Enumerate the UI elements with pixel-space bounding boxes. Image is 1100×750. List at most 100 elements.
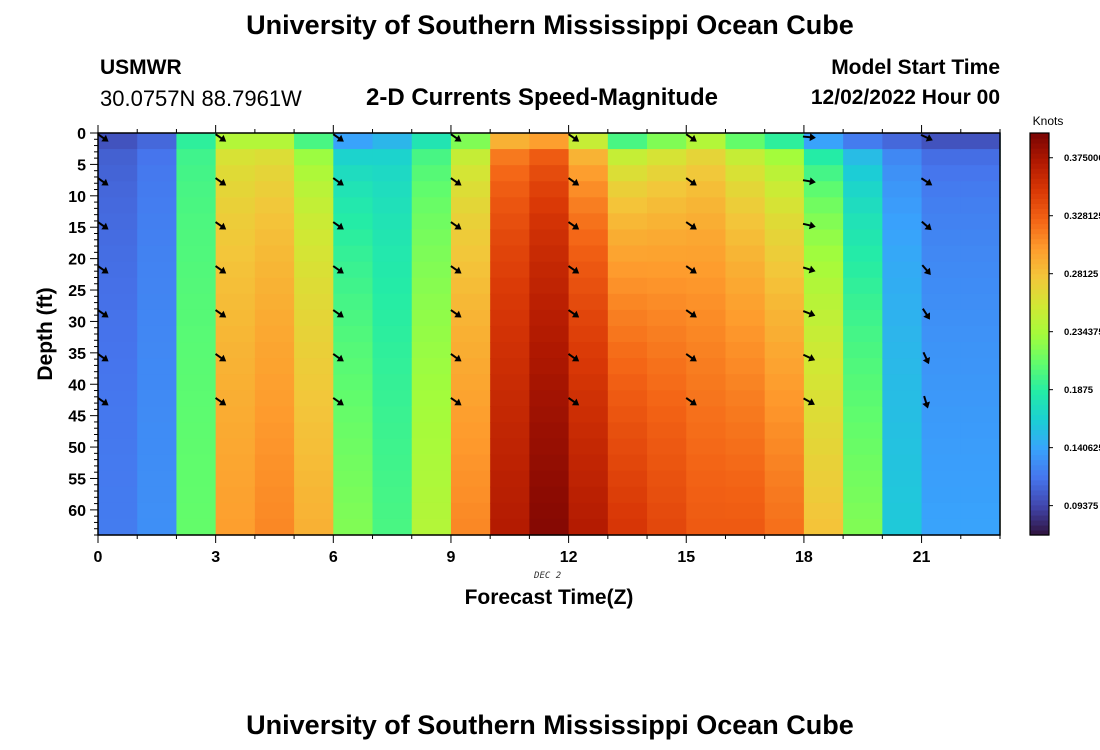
arrow-head <box>336 222 344 230</box>
heatmap-cell <box>411 245 452 263</box>
heatmap-cell <box>98 261 138 279</box>
heatmap-cell <box>411 181 452 198</box>
arrow-head <box>922 401 930 409</box>
heatmap-cell <box>607 374 648 391</box>
heatmap-cell <box>137 325 178 343</box>
heatmap-cell <box>843 245 883 263</box>
heatmap-cell <box>725 197 766 214</box>
heatmap-cell <box>529 197 570 214</box>
current-arrow <box>922 395 930 409</box>
heatmap-cell <box>490 229 530 247</box>
heatmap-cell <box>843 502 883 520</box>
heatmap-cell <box>960 470 1001 488</box>
heatmap-cell <box>647 502 687 520</box>
heatmap-cell <box>607 454 648 472</box>
heatmap-cell <box>568 149 609 166</box>
heatmap-cell <box>686 454 727 472</box>
heatmap-cell <box>294 486 334 504</box>
station-coordinates: 30.0757N 88.7961W <box>100 86 302 111</box>
colorbar-segment <box>1030 303 1049 310</box>
heatmap-cell <box>686 165 727 182</box>
heatmap-cell <box>960 261 1001 279</box>
heatmap-cell <box>490 454 530 472</box>
arrow-head <box>922 356 931 365</box>
heatmap-cell <box>921 518 962 536</box>
heatmap-cell <box>529 454 570 472</box>
heatmap-cell <box>529 293 570 311</box>
colorbar-segment <box>1030 158 1049 164</box>
heatmap-cell <box>647 261 687 279</box>
heatmap-cell <box>686 374 727 391</box>
y-tick-label: 5 <box>77 157 86 174</box>
heatmap-cell <box>176 245 217 263</box>
heatmap-cell <box>921 245 962 263</box>
colorbar-segment <box>1030 489 1049 496</box>
heatmap-cell <box>372 470 413 488</box>
heatmap-cell <box>98 470 138 488</box>
heatmap-cell <box>215 470 256 488</box>
current-arrow <box>450 221 462 230</box>
heatmap-cell <box>294 181 334 198</box>
heatmap-cell <box>607 133 648 150</box>
heatmap-cell <box>764 261 805 279</box>
heatmap-cell <box>647 470 687 488</box>
heatmap-cell <box>98 390 138 407</box>
colorbar-segment <box>1030 313 1049 320</box>
heatmap-cell <box>607 181 648 198</box>
heatmap-cell <box>372 213 413 231</box>
heatmap-cell <box>568 245 609 263</box>
y-tick-label: 15 <box>68 220 86 237</box>
heatmap-cell <box>372 502 413 520</box>
heatmap-cell <box>490 502 530 520</box>
colorbar-segment <box>1030 524 1049 531</box>
heatmap-cell <box>254 518 295 536</box>
heatmap-cell <box>254 325 295 343</box>
heatmap-cell <box>450 213 491 231</box>
heatmap-cell <box>843 133 883 150</box>
heatmap-cell <box>725 165 766 182</box>
colorbar-segment <box>1030 243 1049 250</box>
heatmap-cell <box>411 149 452 166</box>
heatmap-cell <box>882 438 923 456</box>
heatmap-cell <box>607 149 648 166</box>
colorbar-segment <box>1030 248 1049 255</box>
heatmap-cell <box>568 229 609 247</box>
heatmap-cell <box>411 277 452 295</box>
colorbar-segment <box>1030 494 1049 501</box>
heatmap-cell <box>921 470 962 488</box>
heatmap-cell <box>254 293 295 311</box>
heatmap-cell <box>450 261 491 279</box>
heatmap-cell <box>921 213 962 231</box>
heatmap-cell <box>176 438 217 456</box>
heatmap-cell <box>294 229 334 247</box>
heatmap-cell <box>254 422 295 440</box>
arrow-head <box>454 178 462 186</box>
heatmap-cell <box>882 406 923 424</box>
heatmap-cell <box>98 197 138 214</box>
heatmap-cell <box>529 342 570 359</box>
heatmap-cell <box>568 358 609 375</box>
heatmap-cell <box>215 518 256 536</box>
heatmap-cell <box>176 197 217 214</box>
heatmap-cell <box>647 454 687 472</box>
heatmap-cell <box>843 197 883 214</box>
heatmap-cell <box>607 358 648 375</box>
heatmap-cell <box>372 261 413 279</box>
heatmap-cell <box>411 406 452 424</box>
heatmap-cell <box>215 245 256 263</box>
arrow-head <box>689 354 697 362</box>
heatmap-cell <box>607 325 648 343</box>
heatmap-cell <box>450 438 491 456</box>
heatmap-cell <box>490 165 530 182</box>
x-tick-label: 15 <box>677 549 695 566</box>
colorbar-segment <box>1030 529 1049 536</box>
arrow-head <box>336 178 344 186</box>
heatmap-cell <box>647 197 687 214</box>
heatmap-cell <box>843 149 883 166</box>
heatmap-cell <box>882 470 923 488</box>
current-arrow <box>920 177 933 186</box>
heatmap-cell <box>529 277 570 295</box>
heatmap-cell <box>137 293 178 311</box>
colorbar-segment <box>1030 178 1049 184</box>
